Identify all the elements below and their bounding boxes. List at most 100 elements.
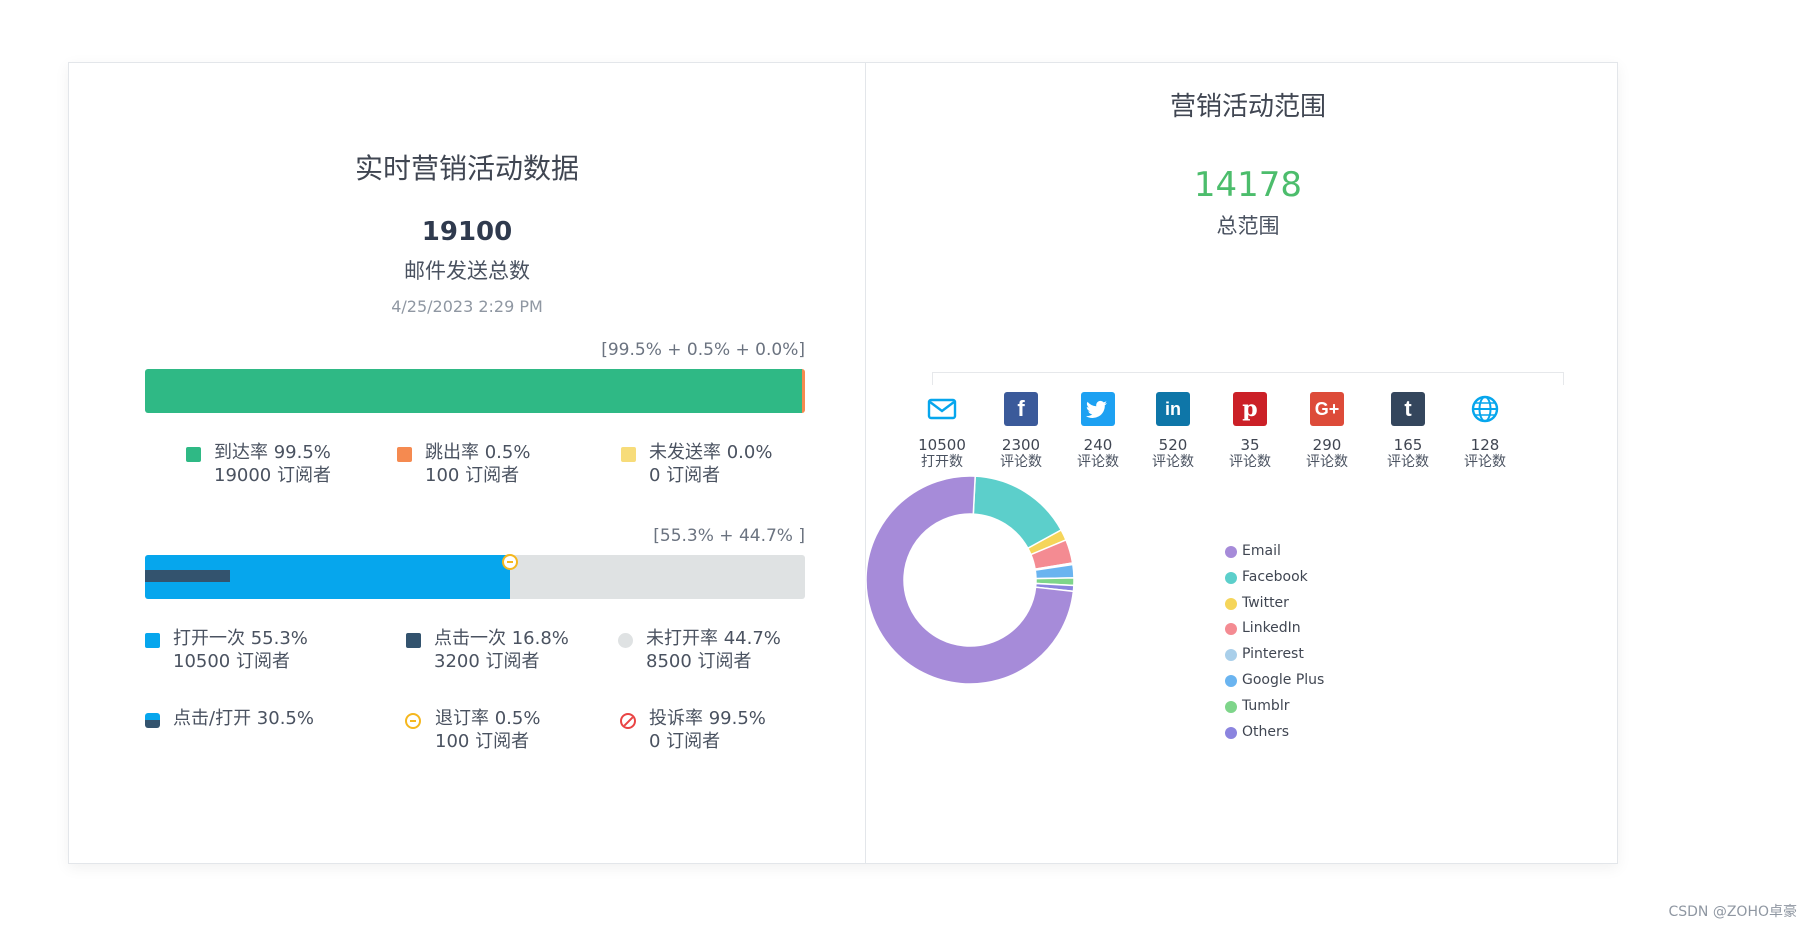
unopened-rate: 未打开率 44.7% [646, 628, 781, 649]
delivery-segment-0 [145, 369, 802, 413]
delivery-bar [145, 369, 805, 413]
click-to-open-rate: 点击/打开 30.5% [173, 708, 314, 729]
watermark: CSDN @ZOHO卓豪 [1668, 904, 1797, 920]
legend-item-twitter[interactable]: Twitter [1225, 594, 1289, 611]
reach-donut-chart [865, 475, 1075, 685]
complaint-icon [620, 713, 636, 729]
channel-value: 35 [1240, 436, 1260, 454]
channel-twitter: 240 评论数 [1060, 392, 1136, 471]
split-square-icon [145, 713, 160, 728]
legend-dot [1225, 649, 1237, 662]
legend-dot [1225, 726, 1237, 739]
channel-value: 128 [1470, 436, 1500, 454]
channel-google-plus: G+ 290 评论数 [1289, 392, 1365, 471]
delivered-rate: 到达率 99.5% [214, 442, 331, 463]
legend-label: Google Plus [1242, 672, 1325, 688]
legend-item-email[interactable]: Email [1225, 543, 1281, 559]
channel-label: 评论数 [1464, 454, 1506, 470]
opened-rate: 打开一次 55.3% [173, 628, 308, 649]
opened-swatch [145, 633, 160, 648]
engagement-percent-label: [55.3% + 44.7% ] [653, 526, 805, 546]
channel-label: 打开数 [921, 454, 963, 470]
unsubscribe-count: 100 订阅者 [435, 731, 530, 752]
total-reach-label: 总范围 [1216, 214, 1280, 238]
legend-item-tumblr[interactable]: Tumblr [1225, 697, 1290, 714]
legend-label: Others [1242, 723, 1290, 740]
legend-item-pinterest[interactable]: Pinterest [1225, 646, 1304, 663]
bounced-rate: 跳出率 0.5% [425, 442, 531, 463]
tumblr-icon: t [1391, 392, 1425, 426]
unsent-count: 0 订阅者 [649, 465, 721, 486]
channel-value: 2300 [1001, 436, 1041, 454]
opened-count: 10500 订阅者 [173, 651, 290, 672]
channel-value: 520 [1158, 436, 1188, 454]
legend-dot [1225, 623, 1237, 636]
legend-item-others[interactable]: Others [1225, 723, 1290, 740]
engagement-bar [145, 555, 805, 599]
linkedin-icon: in [1156, 392, 1190, 426]
google-plus-icon: G+ [1310, 392, 1344, 426]
bounced-swatch [397, 447, 412, 462]
channel-strip-border [932, 372, 1564, 385]
channel-value: 10500 [918, 436, 966, 454]
unopened-count: 8500 订阅者 [646, 651, 752, 672]
donut-slice-email[interactable] [865, 475, 1075, 685]
channel-pinterest: p 35 评论数 [1212, 392, 1288, 471]
complaint-rate: 投诉率 99.5% [649, 708, 766, 729]
twitter-icon [1081, 392, 1115, 426]
channel-value: 165 [1393, 436, 1423, 454]
legend-item-facebook[interactable]: Facebook [1225, 568, 1308, 585]
channel-label: 评论数 [1000, 454, 1042, 470]
legend-item-linkedin[interactable]: LinkedIn [1225, 620, 1301, 637]
legend-label: Email [1242, 543, 1281, 559]
legend-dot [1225, 597, 1237, 610]
channel-facebook: f 2300 评论数 [983, 392, 1059, 471]
channel-linkedin: in 520 评论数 [1135, 392, 1211, 471]
channel-value: 240 [1083, 436, 1113, 454]
unsent-rate: 未发送率 0.0% [649, 442, 773, 463]
channel-tumblr: t 165 评论数 [1370, 392, 1446, 471]
legend-item-google-plus[interactable]: Google Plus [1225, 672, 1325, 688]
total-reach-value: 14178 [1193, 165, 1303, 205]
right-panel-title: 营销活动范围 [1169, 92, 1326, 122]
bounced-count: 100 订阅者 [425, 465, 520, 486]
facebook-icon: f [1004, 392, 1038, 426]
delivered-swatch [186, 447, 201, 462]
delivery-segment-1 [801, 369, 805, 413]
legend-dot [1225, 700, 1237, 713]
unopened-swatch [618, 633, 633, 648]
clicked-swatch [406, 633, 421, 648]
clicked-count: 3200 订阅者 [434, 651, 540, 672]
clicked-segment [145, 570, 231, 582]
legend-label: Tumblr [1242, 697, 1290, 714]
legend-dot [1225, 546, 1237, 558]
delivered-count: 19000 订阅者 [214, 465, 331, 486]
complaint-count: 0 订阅者 [649, 731, 721, 752]
legend-label: Facebook [1242, 568, 1308, 585]
channel-label: 评论数 [1306, 454, 1348, 470]
panel-divider [865, 63, 866, 863]
legend-dot [1225, 675, 1237, 687]
unsubscribe-marker-icon [501, 554, 518, 570]
delivery-percent-label: [99.5% + 0.5% + 0.0%] [601, 340, 805, 360]
channel-value: 290 [1312, 436, 1342, 454]
channel-label: 评论数 [1387, 454, 1429, 470]
channel-label: 评论数 [1229, 454, 1271, 470]
legend-dot [1225, 571, 1237, 584]
legend-label: Twitter [1242, 594, 1289, 611]
unsubscribe-rate: 退订率 0.5% [435, 708, 541, 729]
clicked-rate: 点击一次 16.8% [434, 628, 569, 649]
total-sent-label: 邮件发送总数 [404, 259, 530, 283]
channel-label: 评论数 [1152, 454, 1194, 470]
unsent-swatch [621, 447, 636, 462]
channel-label: 评论数 [1077, 454, 1119, 470]
channel-globe: 128 评论数 [1447, 392, 1523, 471]
left-panel-title: 实时营销活动数据 [354, 152, 579, 185]
email-icon [925, 392, 959, 426]
legend-label: Pinterest [1242, 646, 1304, 663]
total-sent-value: 19100 [421, 217, 513, 247]
pinterest-icon: p [1233, 392, 1267, 426]
report-datetime: 4/25/2023 2:29 PM [391, 297, 543, 316]
legend-label: LinkedIn [1242, 620, 1301, 637]
globe-icon [1468, 392, 1502, 426]
